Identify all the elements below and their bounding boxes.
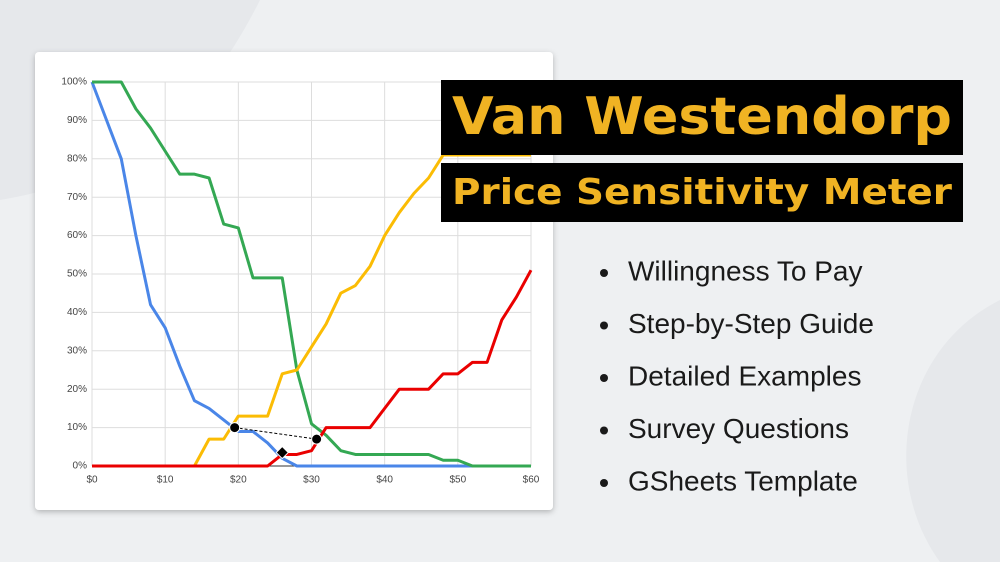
title: Van Westendorp: [452, 87, 952, 147]
bullet-list: Willingness To Pay Step-by-Step Guide Deta…: [600, 255, 874, 496]
y-tick-label: 30%: [67, 345, 87, 356]
y-tick-label: 90%: [67, 115, 87, 126]
x-tick-label: $10: [157, 475, 174, 486]
y-tick-label: 60%: [67, 230, 87, 241]
bg-shape: [906, 300, 1000, 562]
series-line: [90, 81, 531, 468]
bullet-text: Detailed Examples: [628, 360, 861, 391]
y-tick-label: 40%: [67, 307, 87, 318]
y-tick-label: 70%: [67, 192, 87, 203]
dashed-connector: [234, 427, 317, 440]
subtitle: Price Sensitivity Meter: [452, 172, 952, 213]
series-line: [92, 80, 531, 468]
series-line: [92, 269, 533, 468]
y-tick-label: 0%: [73, 461, 88, 472]
x-tick-label: $50: [449, 475, 466, 486]
intersection-diamond: [275, 445, 289, 460]
y-tick-label: 10%: [67, 422, 87, 433]
bullet-dot: [600, 479, 608, 487]
x-tick-label: $40: [376, 475, 393, 486]
bullet-dot: [600, 321, 608, 330]
plot: 0% 10% 20% 30% 40% 50% 60% 70% 80% 90% 100% $0 $10 $2…: [61, 77, 539, 486]
title-box: [441, 80, 963, 155]
bullet-text: Willingness To Pay: [628, 255, 862, 286]
subtitle-box: [441, 163, 963, 222]
x-tick-label: $30: [303, 475, 320, 486]
bullet-dot: [600, 426, 608, 435]
x-tick-label: $0: [86, 475, 98, 486]
y-tick-label: 50%: [67, 269, 87, 280]
chart-card: [35, 52, 553, 510]
bullet-dot: [600, 374, 608, 382]
bullet-text: GSheets Template: [628, 465, 858, 496]
bullet-text: Step-by-Step Guide: [628, 308, 874, 339]
y-tick-label: 80%: [67, 153, 87, 164]
intersection-point: [229, 422, 241, 434]
y-tick-label: 100%: [61, 77, 87, 88]
bullet-dot: [600, 269, 608, 277]
intersection-point: [311, 433, 323, 445]
y-tick-label: 20%: [67, 384, 87, 395]
x-tick-label: $60: [523, 475, 540, 486]
x-tick-label: $20: [230, 475, 247, 486]
bullet-text: Survey Questions: [628, 413, 849, 444]
